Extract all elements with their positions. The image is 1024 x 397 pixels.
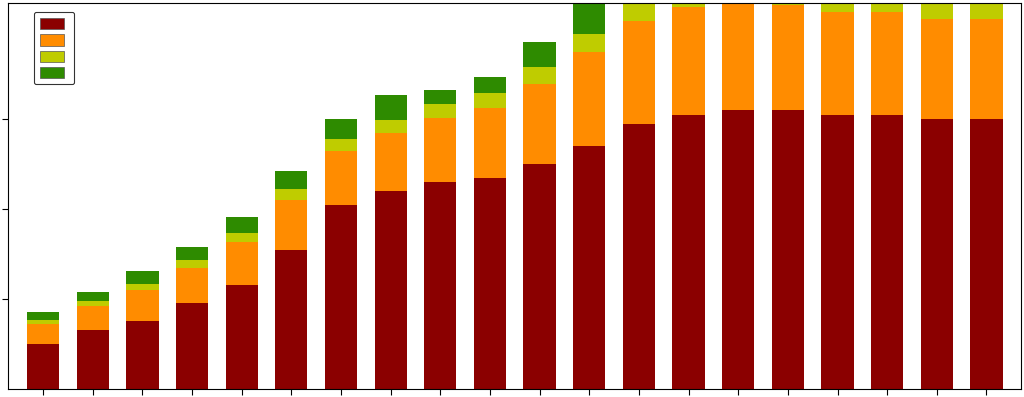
- Bar: [772, 110, 804, 389]
- Bar: [871, 115, 903, 389]
- Bar: [623, 21, 655, 124]
- Bar: [921, 1, 953, 19]
- Bar: [325, 139, 357, 151]
- Bar: [523, 42, 556, 67]
- Bar: [275, 172, 307, 189]
- Bar: [523, 67, 556, 83]
- Bar: [474, 178, 506, 389]
- Bar: [77, 306, 109, 330]
- Bar: [474, 108, 506, 178]
- Bar: [27, 312, 59, 320]
- Bar: [772, 0, 804, 5]
- Bar: [77, 292, 109, 301]
- Bar: [126, 290, 159, 321]
- Bar: [921, 0, 953, 1]
- Bar: [971, 1, 1002, 19]
- Bar: [573, 34, 605, 52]
- Bar: [821, 115, 854, 389]
- Bar: [126, 284, 159, 290]
- Bar: [573, 0, 605, 34]
- Bar: [623, 0, 655, 1]
- Bar: [176, 303, 208, 389]
- Bar: [375, 95, 407, 120]
- Bar: [225, 285, 258, 389]
- Bar: [275, 250, 307, 389]
- Bar: [375, 120, 407, 133]
- Bar: [27, 324, 59, 344]
- Bar: [921, 119, 953, 389]
- Bar: [77, 301, 109, 306]
- Bar: [523, 83, 556, 164]
- Bar: [821, 12, 854, 115]
- Bar: [77, 330, 109, 389]
- Bar: [176, 260, 208, 268]
- Bar: [225, 243, 258, 285]
- Bar: [27, 320, 59, 324]
- Bar: [126, 271, 159, 284]
- Bar: [424, 90, 457, 104]
- Bar: [871, 0, 903, 12]
- Bar: [424, 182, 457, 389]
- Bar: [275, 189, 307, 200]
- Bar: [325, 119, 357, 139]
- Bar: [474, 77, 506, 93]
- Bar: [176, 268, 208, 303]
- Bar: [772, 5, 804, 110]
- Bar: [176, 247, 208, 260]
- Bar: [375, 191, 407, 389]
- Bar: [424, 104, 457, 118]
- Bar: [275, 200, 307, 250]
- Bar: [375, 133, 407, 191]
- Legend: , , , : , , ,: [34, 12, 74, 84]
- Bar: [971, 119, 1002, 389]
- Bar: [325, 205, 357, 389]
- Bar: [623, 1, 655, 21]
- Bar: [921, 19, 953, 119]
- Bar: [623, 124, 655, 389]
- Bar: [573, 146, 605, 389]
- Bar: [225, 233, 258, 243]
- Bar: [673, 115, 705, 389]
- Bar: [474, 93, 506, 108]
- Bar: [971, 0, 1002, 1]
- Bar: [424, 118, 457, 182]
- Bar: [971, 19, 1002, 119]
- Bar: [673, 7, 705, 115]
- Bar: [722, 110, 755, 389]
- Bar: [573, 52, 605, 146]
- Bar: [523, 164, 556, 389]
- Bar: [673, 0, 705, 7]
- Bar: [821, 0, 854, 12]
- Bar: [722, 0, 755, 3]
- Bar: [871, 12, 903, 115]
- Bar: [126, 321, 159, 389]
- Bar: [27, 344, 59, 389]
- Bar: [722, 3, 755, 110]
- Bar: [325, 151, 357, 205]
- Bar: [225, 217, 258, 233]
